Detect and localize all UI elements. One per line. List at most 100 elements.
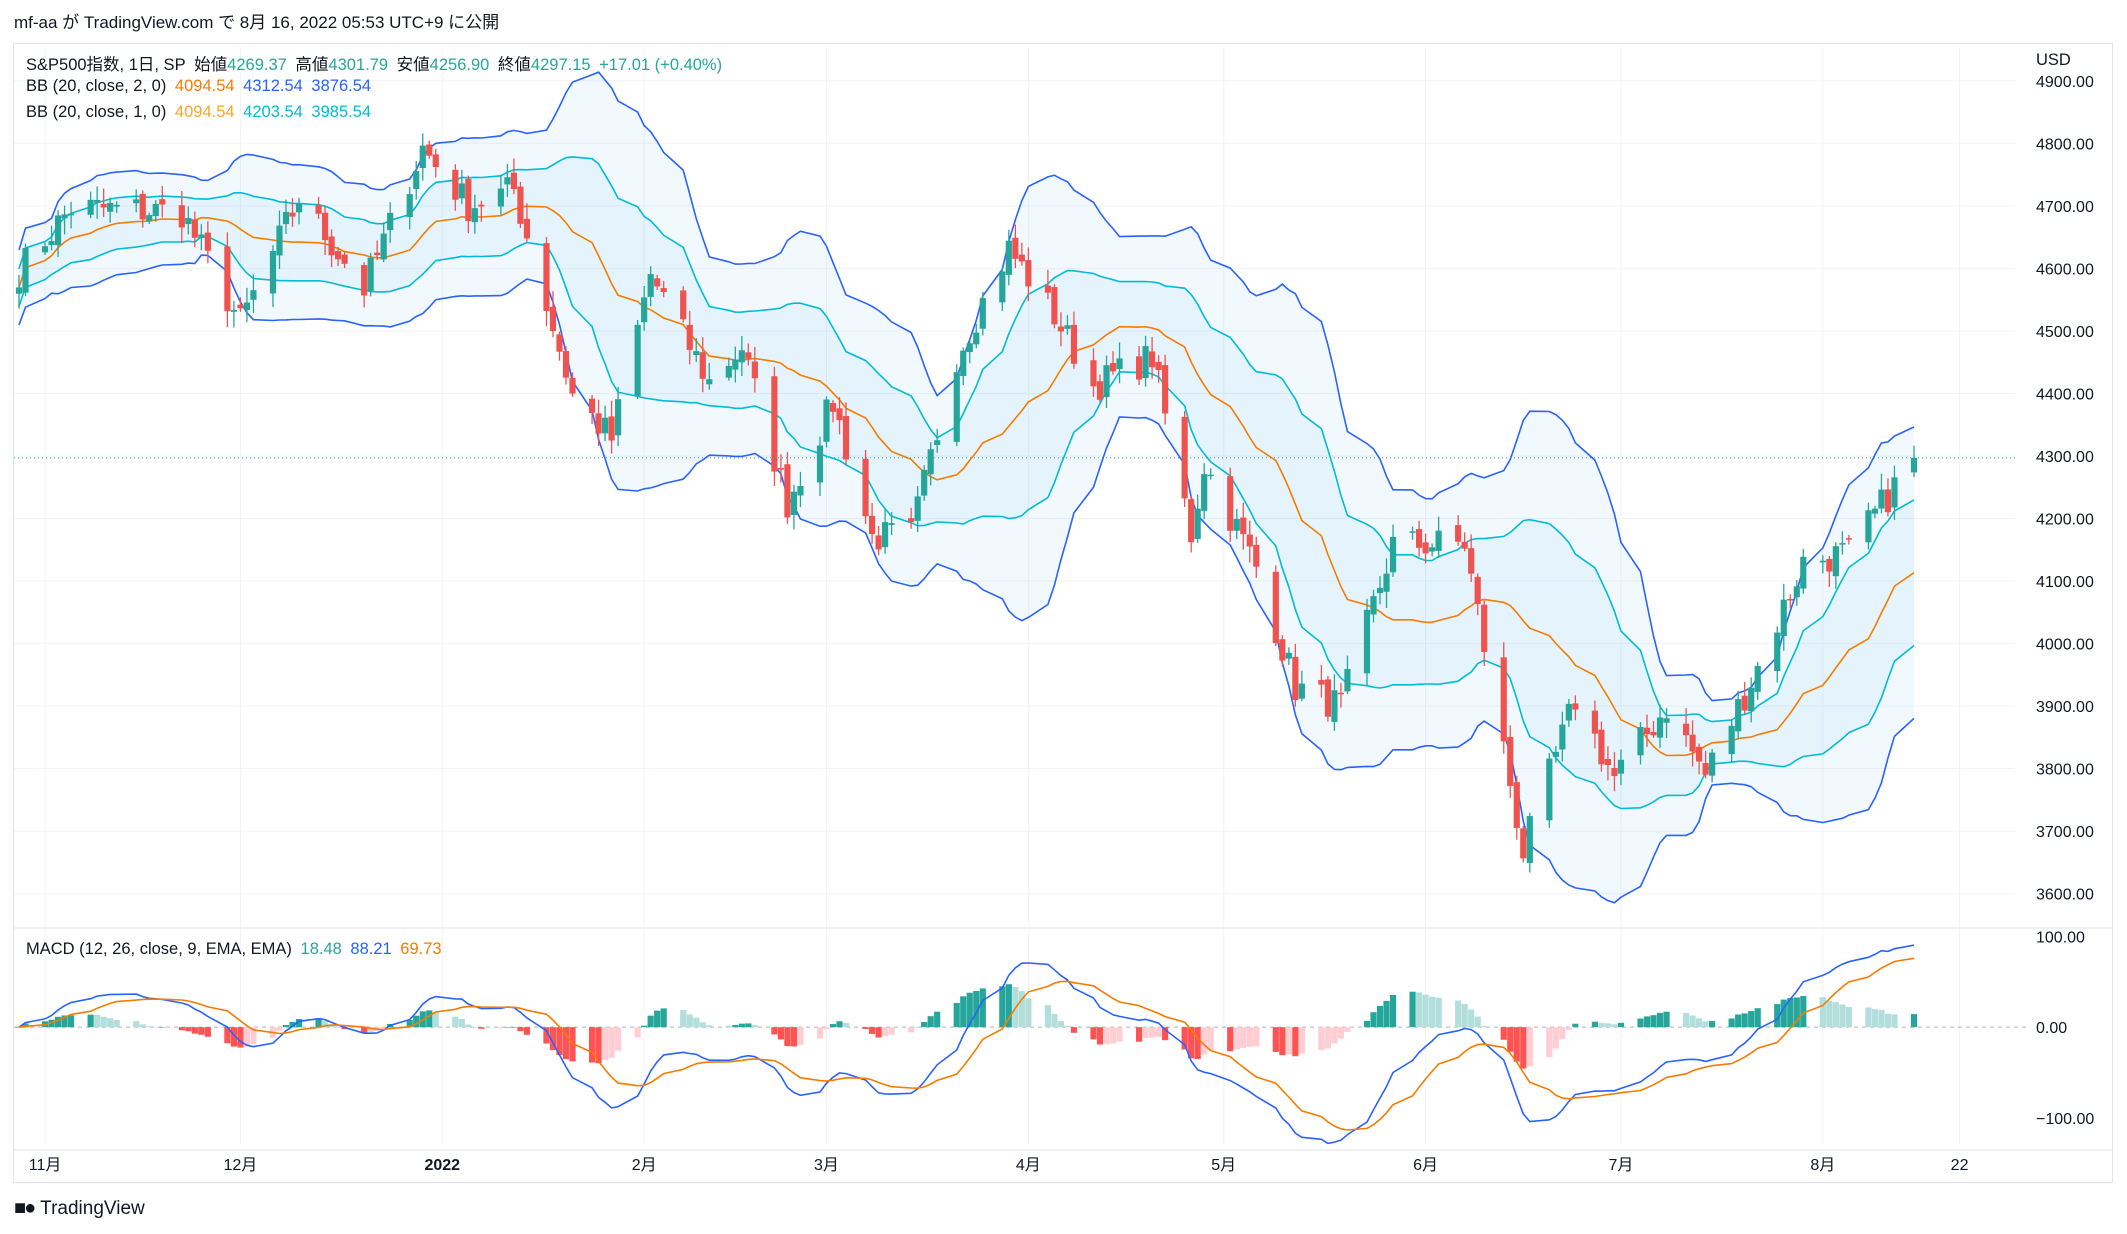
bb2-fill [19, 72, 1914, 903]
candle [1429, 543, 1436, 557]
candle [745, 343, 752, 366]
macd-hist-bar [862, 1027, 869, 1030]
legend-change: +17.01 (+0.40%) [599, 56, 723, 74]
candle-body [1754, 665, 1761, 692]
candle-body [1787, 598, 1794, 601]
candle-body [1318, 679, 1325, 685]
candle [588, 394, 596, 425]
time-tick-label: 5月 [1211, 1157, 1236, 1174]
macd-hist-bar [295, 1018, 303, 1028]
candle [341, 252, 348, 269]
candle [654, 274, 661, 290]
candle-body [54, 215, 62, 246]
candle [22, 243, 29, 297]
macd-hist-bar [1546, 1027, 1553, 1058]
candle-body [1422, 542, 1429, 554]
time-tick-label: 2022 [424, 1157, 460, 1174]
candle-body [185, 218, 192, 225]
candle-body [647, 274, 654, 297]
candle-body [1702, 762, 1709, 775]
candle-body [1279, 639, 1286, 661]
macd-hist-bar [68, 1015, 75, 1028]
legend-open: 4269.37 [227, 56, 287, 74]
candle-body [413, 171, 420, 190]
candle-body [1188, 499, 1195, 543]
candle-body [725, 365, 732, 378]
candle [1233, 508, 1240, 540]
macd-hist-bar [1500, 1027, 1507, 1040]
candle [1591, 700, 1599, 749]
macd-hist-bar [562, 1027, 570, 1060]
macd-hist-bar [1246, 1027, 1253, 1047]
candle [1116, 342, 1123, 384]
legend-low-label: 安値 [396, 56, 430, 74]
macd-hist-bar [1643, 1016, 1651, 1028]
candle-body [465, 178, 472, 222]
candle [1090, 348, 1097, 397]
candle [1461, 532, 1468, 552]
candle [732, 346, 739, 383]
candle-body [1643, 727, 1651, 735]
candle [1253, 536, 1260, 578]
candle [113, 201, 120, 213]
candlestick-series [15, 133, 1918, 873]
candle [960, 347, 967, 386]
candle-body [921, 469, 928, 496]
macd-hist-bar [204, 1027, 211, 1037]
macd-hist-bar [1468, 1009, 1475, 1028]
time-tick-label: 22 [1951, 1157, 1969, 1174]
macd-hist-bar [654, 1010, 661, 1028]
candle-body [139, 193, 146, 220]
candle-body [660, 288, 667, 293]
macd-hist-bar [1871, 1009, 1879, 1028]
candle-body [426, 144, 433, 156]
macd-hist-bar [556, 1027, 563, 1056]
candle [1741, 681, 1748, 714]
candle [1884, 478, 1892, 517]
candle [1643, 714, 1651, 747]
candle-body [1103, 365, 1110, 398]
macd-hist-bar [771, 1027, 778, 1035]
candle-body [1240, 517, 1247, 535]
candle-body [1741, 695, 1748, 711]
legend-macd-hist: 18.48 [300, 940, 342, 958]
macd-hist-bar [979, 988, 986, 1028]
macd-hist-bar [458, 1018, 465, 1028]
candle-body [1207, 474, 1214, 477]
candle-body [1832, 546, 1839, 577]
candle-body [1135, 356, 1143, 380]
macd-hist-bar [1839, 1004, 1846, 1028]
candle-body [615, 399, 622, 436]
candle-body [504, 177, 511, 185]
macd-hist-bar [842, 1022, 850, 1028]
candle-body [517, 186, 524, 224]
candle-body [556, 334, 563, 352]
macd-hist-bar [1689, 1015, 1696, 1028]
candle-body [588, 398, 596, 413]
candle [1162, 354, 1169, 425]
candle [204, 221, 211, 264]
macd-hist-bar [1832, 1002, 1839, 1028]
macd-hist-bar [1370, 1012, 1377, 1028]
price-tick-label: 4100.00 [2036, 574, 2094, 591]
candle-body [243, 302, 251, 310]
macd-hist-bar [1070, 1027, 1078, 1033]
legend-bb1-label: BB (20, close, 1, 0) [26, 103, 167, 121]
macd-hist-bar [745, 1023, 752, 1028]
candle [1507, 725, 1514, 798]
candle-body [107, 202, 114, 212]
footer[interactable]: ■● TradingView [14, 1197, 145, 1220]
macd-hist-bar [1064, 1025, 1071, 1028]
candle [1617, 749, 1625, 786]
candle-body [1370, 596, 1377, 615]
candle [68, 201, 75, 229]
candle [1422, 533, 1429, 564]
candle-body [387, 212, 394, 231]
macd-hist-bar [693, 1017, 700, 1028]
macd-tick-label: 100.00 [2036, 930, 2085, 947]
macd-hist-bar [1162, 1027, 1169, 1041]
price-tick-label: 4900.00 [2036, 74, 2094, 91]
macd-hist-bar [94, 1015, 101, 1028]
macd-hist-bar [738, 1023, 745, 1028]
